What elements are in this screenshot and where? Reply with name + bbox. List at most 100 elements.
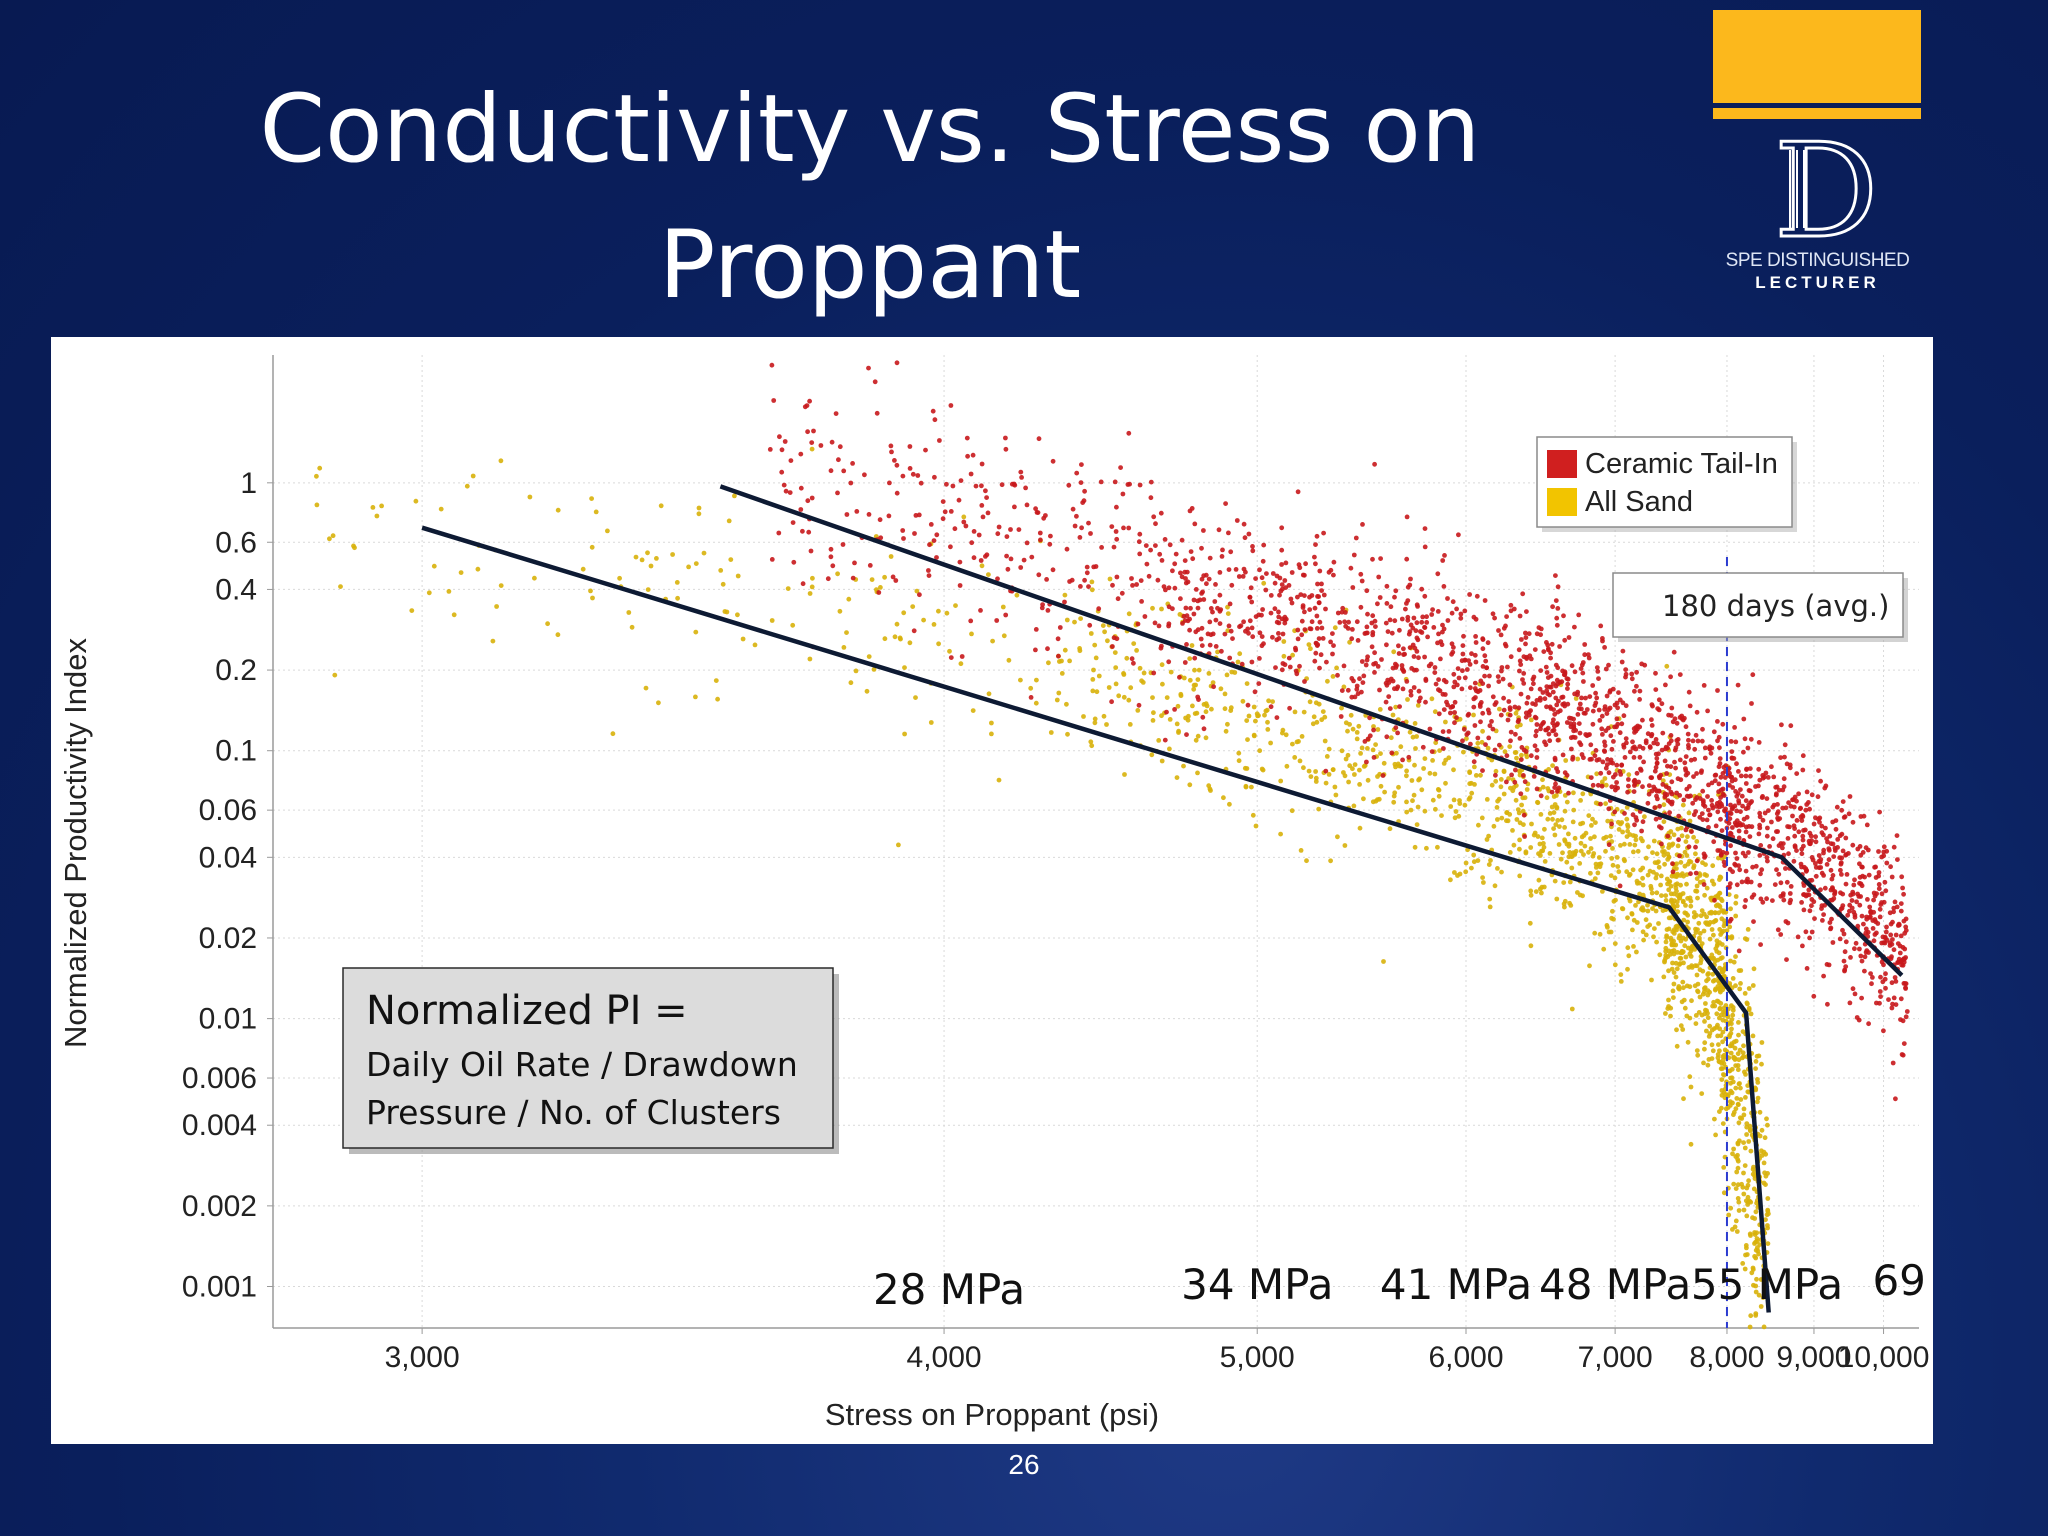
data-point [1641,907,1646,913]
data-point [1730,869,1735,875]
data-point [1762,1170,1767,1176]
data-point [1363,630,1369,636]
data-point [1625,789,1630,795]
data-point [1536,625,1542,630]
data-point [810,575,815,581]
data-point [1412,844,1418,850]
data-point [1227,801,1232,807]
data-point [1732,725,1737,730]
data-point [589,544,595,550]
data-point [1567,879,1573,885]
data-point [1279,525,1285,531]
data-point [1550,604,1555,610]
data-point [1673,974,1679,980]
data-point [1409,778,1415,783]
data-point [639,557,645,563]
data-point [1153,543,1158,548]
data-point [1615,819,1621,825]
data-point [1541,649,1547,654]
data-point [1666,997,1671,1003]
data-point [1586,655,1592,661]
data-point [1274,637,1280,643]
data-point [1295,489,1301,495]
data-point [1062,647,1068,653]
data-point [1717,986,1722,991]
data-point [1018,469,1024,475]
data-point [1678,956,1684,961]
data-point [1256,713,1261,718]
data-point [693,561,699,566]
data-point [1249,625,1255,631]
data-point [1499,665,1505,670]
data-point [1197,597,1203,603]
data-point [1419,787,1425,793]
data-point [1196,667,1202,673]
data-point [1188,549,1194,554]
data-point [1412,762,1417,768]
data-point [1601,748,1607,754]
data-point [1364,759,1369,765]
data-point [1747,1128,1753,1134]
data-point [1195,694,1201,700]
data-point [1484,837,1490,842]
data-point [1357,767,1362,773]
data-point [1741,716,1747,722]
data-point [1632,688,1637,694]
data-point [1126,697,1132,703]
data-point [1175,703,1181,709]
data-point [1707,1023,1713,1029]
data-point [1608,733,1614,739]
data-point [1583,695,1588,701]
data-point [1794,798,1799,804]
data-point [1028,685,1034,691]
data-point [330,533,336,539]
data-point [1723,909,1729,915]
data-point [1743,829,1749,835]
data-point [1086,520,1091,526]
data-point [1355,638,1361,643]
data-point [1702,804,1708,809]
x-tick-label: 10,000 [1838,1341,1930,1374]
data-point [464,483,470,489]
data-point [986,572,991,577]
data-point [1424,614,1429,620]
data-point [1608,929,1614,935]
data-point [722,609,728,614]
data-point [1618,972,1624,977]
data-point [1751,1186,1757,1192]
data-point [1192,655,1198,661]
data-point [1523,635,1529,640]
data-point [1630,867,1636,873]
data-point [1757,1109,1763,1115]
data-point [1754,1053,1760,1059]
data-point [409,608,415,613]
data-point [1392,761,1398,767]
data-point [1738,787,1743,792]
data-point [1720,786,1726,792]
data-point [1743,773,1749,779]
data-point [1640,784,1645,790]
data-point [1737,1047,1743,1053]
data-point [1671,951,1677,957]
data-point [490,638,496,644]
data-point [1270,634,1275,640]
data-point [940,516,946,522]
data-point [1331,643,1336,648]
data-point [1627,842,1633,847]
data-point [1775,927,1781,933]
y-tick-label: 0.004 [182,1109,257,1142]
data-point [1354,619,1360,625]
data-point [1172,707,1177,712]
data-point [1480,637,1486,642]
data-point [1465,712,1471,718]
data-point [1755,1099,1760,1105]
data-point [1791,823,1797,829]
data-point [1342,773,1348,779]
data-point [1727,881,1733,887]
data-point [1037,530,1043,536]
data-point [965,453,970,459]
data-point [1562,808,1568,814]
data-point [1370,747,1376,753]
data-point [1760,899,1766,905]
data-point [1513,731,1518,737]
